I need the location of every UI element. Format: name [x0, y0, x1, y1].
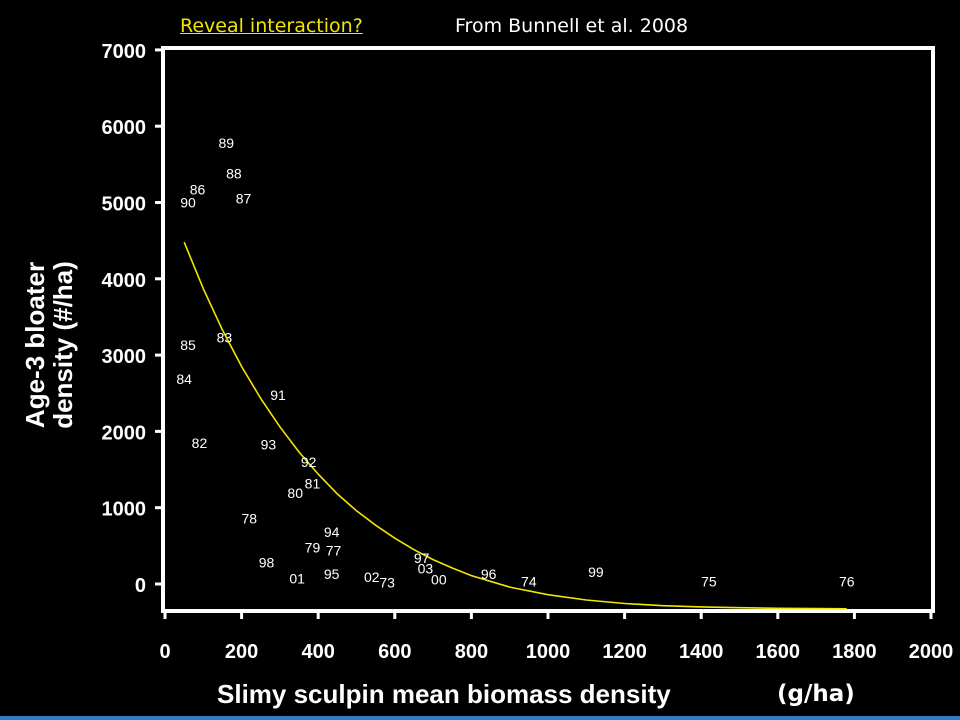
x-tick-label: 2000 — [909, 641, 954, 663]
y-tick-label: 6000 — [102, 117, 147, 139]
y-axis-ticks: 0 1000 2000 3000 4000 5000 6000 7000 — [102, 41, 163, 597]
data-point-label: 89 — [218, 135, 234, 151]
y-tick-label: 2000 — [102, 422, 147, 444]
data-point-label: 74 — [521, 574, 537, 590]
x-tick-label: 200 — [225, 641, 258, 663]
y-tick-label: 4000 — [102, 270, 147, 292]
data-point-label: 83 — [217, 330, 233, 346]
fit-curve — [183, 241, 847, 610]
x-tick-label: 400 — [302, 641, 335, 663]
x-tick-label: 800 — [455, 641, 488, 663]
data-point-label: 73 — [379, 574, 395, 590]
y-axis-label-line1: Age-3 bloater — [20, 262, 50, 428]
data-point-label: 87 — [236, 191, 252, 207]
x-tick-label: 1400 — [679, 641, 724, 663]
data-point-label: 98 — [259, 555, 275, 571]
data-point-label: 82 — [192, 435, 208, 451]
data-point-label: 88 — [226, 166, 242, 182]
data-point-label: 78 — [241, 510, 257, 526]
data-point-label: 79 — [305, 539, 321, 555]
data-point-label: 93 — [261, 436, 277, 452]
y-tick-label: 7000 — [102, 41, 147, 63]
x-tick-label: 1000 — [526, 641, 571, 663]
x-tick-label: 1600 — [756, 641, 801, 663]
data-point-label: 96 — [481, 566, 497, 582]
data-point-label: 94 — [324, 524, 340, 540]
data-point-label: 03 — [418, 561, 434, 577]
data-point-label: 76 — [839, 574, 855, 590]
data-point-label: 99 — [588, 564, 604, 580]
data-point-label: 91 — [270, 387, 286, 403]
data-point-label: 75 — [701, 574, 717, 590]
data-point-label: 90 — [180, 195, 196, 211]
data-point-label: 01 — [289, 571, 305, 587]
y-tick-label: 3000 — [102, 346, 147, 368]
reveal-interaction-link[interactable]: Reveal interaction? — [180, 15, 363, 37]
y-tick-label: 1000 — [102, 499, 147, 521]
y-axis-label-line2: density (#/ha) — [48, 261, 78, 429]
x-tick-label: 1200 — [602, 641, 647, 663]
x-tick-label: 1800 — [832, 641, 877, 663]
y-tick-label: 5000 — [102, 194, 147, 216]
data-point-label: 80 — [287, 485, 303, 501]
y-tick-label: 0 — [135, 575, 146, 597]
data-point-label: 95 — [324, 566, 340, 582]
data-point-label: 02 — [364, 569, 380, 585]
data-point-label: 85 — [180, 337, 196, 353]
x-axis-unit: (g/ha) — [777, 681, 855, 707]
data-point-label: 77 — [326, 542, 342, 558]
x-tick-label: 600 — [378, 641, 411, 663]
data-point-label: 84 — [176, 371, 192, 387]
data-point-label: 97 — [414, 550, 430, 566]
citation-text: From Bunnell et al. 2008 — [455, 15, 689, 37]
x-axis-ticks: 0 200 400 600 800 1000 1200 1400 1600 1800 2000 — [159, 611, 953, 663]
data-point-label: 92 — [301, 454, 317, 470]
data-point-label: 81 — [305, 475, 321, 491]
x-axis-label: Slimy sculpin mean biomass density — [217, 679, 671, 709]
x-tick-label: 0 — [159, 641, 170, 663]
data-point-label: 00 — [431, 571, 447, 587]
data-point-label: 86 — [190, 182, 206, 198]
plot-frame — [161, 46, 935, 613]
bottom-accent-bar — [0, 716, 960, 720]
fit-curve-layer — [183, 241, 847, 610]
